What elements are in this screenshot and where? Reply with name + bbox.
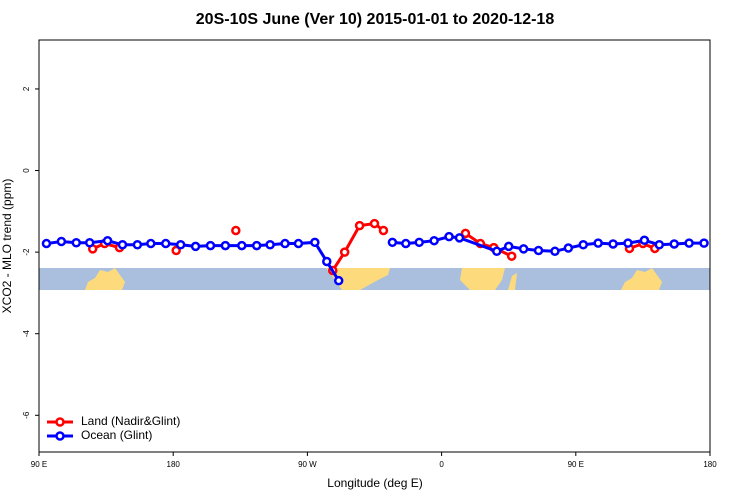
- point: [533, 245, 544, 256]
- y-tick-label: 0: [22, 168, 31, 173]
- land-africa: [460, 268, 505, 290]
- x-axis-label: Longitude (deg E): [327, 476, 422, 490]
- point: [84, 237, 95, 248]
- point: [41, 238, 52, 249]
- point: [387, 237, 398, 248]
- point: [563, 243, 574, 253]
- point: [265, 240, 275, 250]
- point: [578, 240, 589, 250]
- point: [593, 238, 603, 248]
- point: [56, 236, 67, 247]
- x-tick-label: 180: [167, 460, 181, 469]
- legend-label: Land (Nadir&Glint): [81, 414, 180, 428]
- point: [220, 240, 231, 251]
- point: [654, 240, 665, 250]
- point: [354, 220, 365, 231]
- x-tick-label: 0: [439, 460, 444, 469]
- point: [322, 256, 332, 267]
- point: [608, 239, 618, 249]
- legend-marker: [55, 417, 65, 427]
- point: [623, 238, 633, 248]
- point: [429, 235, 439, 246]
- point: [117, 240, 128, 250]
- series-line: [464, 232, 513, 258]
- point: [550, 246, 560, 257]
- x-tick-label: 90 W: [298, 460, 317, 469]
- map-strip: [39, 268, 710, 290]
- legend-marker: [55, 431, 65, 441]
- legend: Land (Nadir&Glint)Ocean (Glint): [47, 414, 180, 442]
- point: [684, 238, 694, 248]
- point: [506, 251, 517, 261]
- point: [160, 238, 171, 249]
- x-tick-label: 180: [703, 460, 717, 469]
- y-tick-label: -4: [22, 330, 31, 338]
- point: [333, 275, 344, 286]
- point: [175, 240, 186, 250]
- land-australia-2: [621, 268, 662, 290]
- point: [454, 233, 465, 243]
- x-tick-label: 90 E: [31, 460, 47, 469]
- point: [132, 240, 143, 250]
- series-line: [331, 221, 385, 272]
- point: [71, 237, 82, 248]
- point: [518, 244, 529, 254]
- x-tick-label: 90 E: [568, 460, 584, 469]
- point: [280, 238, 290, 249]
- point: [378, 225, 389, 236]
- point: [237, 240, 247, 251]
- land-australia: [85, 268, 125, 290]
- point: [171, 245, 181, 256]
- point: [146, 238, 156, 249]
- point: [503, 241, 514, 252]
- point: [190, 241, 201, 252]
- point: [639, 235, 650, 246]
- chart-title: 20S-10S June (Ver 10) 2015-01-01 to 2020…: [196, 11, 555, 28]
- point: [251, 240, 262, 251]
- point: [310, 237, 320, 248]
- point: [699, 238, 709, 248]
- point: [492, 246, 502, 257]
- point: [444, 231, 454, 242]
- y-tick-label: -6: [22, 411, 31, 419]
- point: [369, 218, 380, 229]
- point: [669, 239, 679, 249]
- point: [401, 238, 411, 249]
- plot-frame: [38, 39, 711, 453]
- point: [460, 228, 471, 239]
- legend-label: Ocean (Glint): [81, 428, 152, 442]
- point: [231, 225, 241, 236]
- point: [414, 237, 424, 248]
- land-south-america: [326, 268, 390, 290]
- y-axis-label: XCO2 - MLO trend (ppm): [0, 179, 14, 314]
- y-tick-label: -2: [22, 248, 31, 256]
- y-tick-label: 2: [22, 86, 31, 91]
- point: [339, 247, 350, 257]
- point: [102, 235, 113, 246]
- point: [293, 238, 304, 249]
- land-madagascar: [508, 273, 517, 290]
- point: [205, 240, 216, 251]
